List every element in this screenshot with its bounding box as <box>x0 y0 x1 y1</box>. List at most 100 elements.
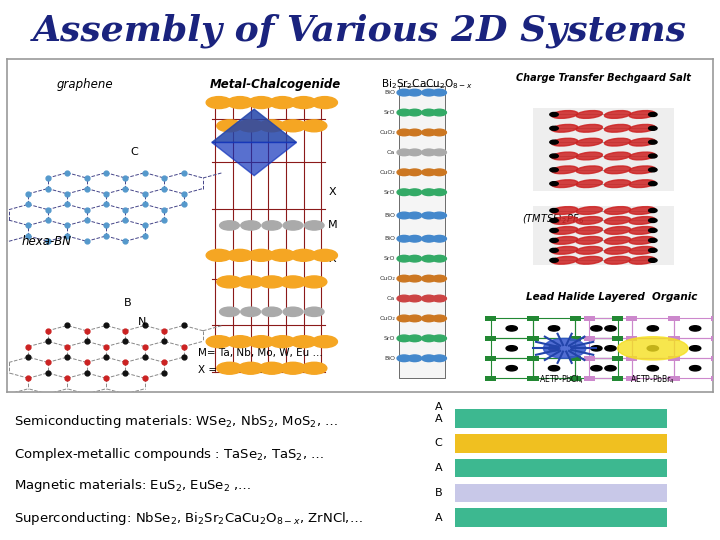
Circle shape <box>240 221 261 230</box>
Text: Complex-metallic compounds : TaSe$_2$, TaS$_2$, …: Complex-metallic compounds : TaSe$_2$, T… <box>14 446 325 463</box>
Bar <box>711 336 720 341</box>
Bar <box>527 356 539 361</box>
Bar <box>626 336 637 341</box>
Circle shape <box>259 120 284 132</box>
Circle shape <box>432 235 446 242</box>
Ellipse shape <box>576 166 603 174</box>
Circle shape <box>690 366 701 371</box>
Bar <box>490 339 533 359</box>
Bar <box>589 319 631 339</box>
Bar <box>631 359 674 378</box>
Bar <box>533 339 575 359</box>
Circle shape <box>305 221 324 230</box>
Bar <box>455 484 667 502</box>
Ellipse shape <box>552 124 577 132</box>
Circle shape <box>590 366 602 371</box>
Circle shape <box>397 169 411 176</box>
Bar <box>626 375 637 381</box>
Circle shape <box>238 120 264 132</box>
Bar <box>626 316 637 321</box>
Bar <box>589 359 631 378</box>
Circle shape <box>259 362 284 374</box>
Ellipse shape <box>629 217 655 224</box>
Circle shape <box>280 120 306 132</box>
Text: Ca: Ca <box>387 296 395 301</box>
Bar <box>455 459 667 477</box>
Circle shape <box>432 149 446 156</box>
Bar <box>570 356 581 361</box>
Bar <box>612 375 624 381</box>
Circle shape <box>649 228 657 232</box>
Text: SrO: SrO <box>384 110 395 115</box>
Circle shape <box>408 275 422 282</box>
Circle shape <box>291 336 316 348</box>
Bar <box>711 356 720 361</box>
Circle shape <box>506 366 518 371</box>
Bar <box>570 356 581 361</box>
Ellipse shape <box>576 111 603 118</box>
Circle shape <box>550 168 558 172</box>
Circle shape <box>649 112 657 117</box>
Circle shape <box>550 208 558 213</box>
Circle shape <box>649 168 657 172</box>
Bar <box>570 336 581 341</box>
Ellipse shape <box>552 111 577 118</box>
Bar <box>490 319 533 339</box>
Circle shape <box>649 126 657 130</box>
Bar <box>570 336 581 341</box>
Circle shape <box>422 189 436 195</box>
Bar <box>584 336 595 341</box>
Circle shape <box>605 366 616 371</box>
Ellipse shape <box>552 256 577 264</box>
Text: CuO₂: CuO₂ <box>379 170 395 175</box>
Circle shape <box>302 362 327 374</box>
Circle shape <box>270 97 295 109</box>
Circle shape <box>432 189 446 195</box>
Text: BiO: BiO <box>384 90 395 95</box>
Ellipse shape <box>618 337 688 360</box>
Circle shape <box>228 249 253 261</box>
Circle shape <box>217 120 242 132</box>
Bar <box>668 356 680 361</box>
Bar <box>674 339 716 359</box>
Ellipse shape <box>576 246 603 254</box>
Circle shape <box>690 346 701 351</box>
Circle shape <box>397 355 411 362</box>
Circle shape <box>432 335 446 342</box>
Bar <box>626 356 637 361</box>
Circle shape <box>270 336 295 348</box>
Ellipse shape <box>576 138 603 146</box>
Ellipse shape <box>629 166 655 174</box>
Circle shape <box>549 326 559 331</box>
Circle shape <box>605 346 616 351</box>
Bar <box>668 336 680 341</box>
Bar <box>575 339 618 359</box>
Text: X: X <box>328 254 336 264</box>
Circle shape <box>220 221 239 230</box>
Text: SrO: SrO <box>384 336 395 341</box>
Circle shape <box>408 189 422 195</box>
Circle shape <box>422 212 436 219</box>
Circle shape <box>550 248 558 252</box>
Bar <box>584 356 595 361</box>
Bar <box>584 375 595 381</box>
Bar <box>668 336 680 341</box>
Circle shape <box>649 219 657 222</box>
Bar <box>570 316 581 321</box>
Circle shape <box>248 336 274 348</box>
Bar <box>711 375 720 381</box>
Ellipse shape <box>604 246 631 254</box>
Bar <box>711 356 720 361</box>
Bar <box>570 375 581 381</box>
Circle shape <box>259 276 284 288</box>
Ellipse shape <box>552 207 577 214</box>
Circle shape <box>248 97 274 109</box>
Circle shape <box>397 129 411 136</box>
Circle shape <box>302 276 327 288</box>
Bar <box>527 375 539 381</box>
Circle shape <box>550 228 558 232</box>
Ellipse shape <box>604 124 631 132</box>
Circle shape <box>283 221 303 230</box>
Circle shape <box>262 307 282 316</box>
Bar <box>668 316 680 321</box>
